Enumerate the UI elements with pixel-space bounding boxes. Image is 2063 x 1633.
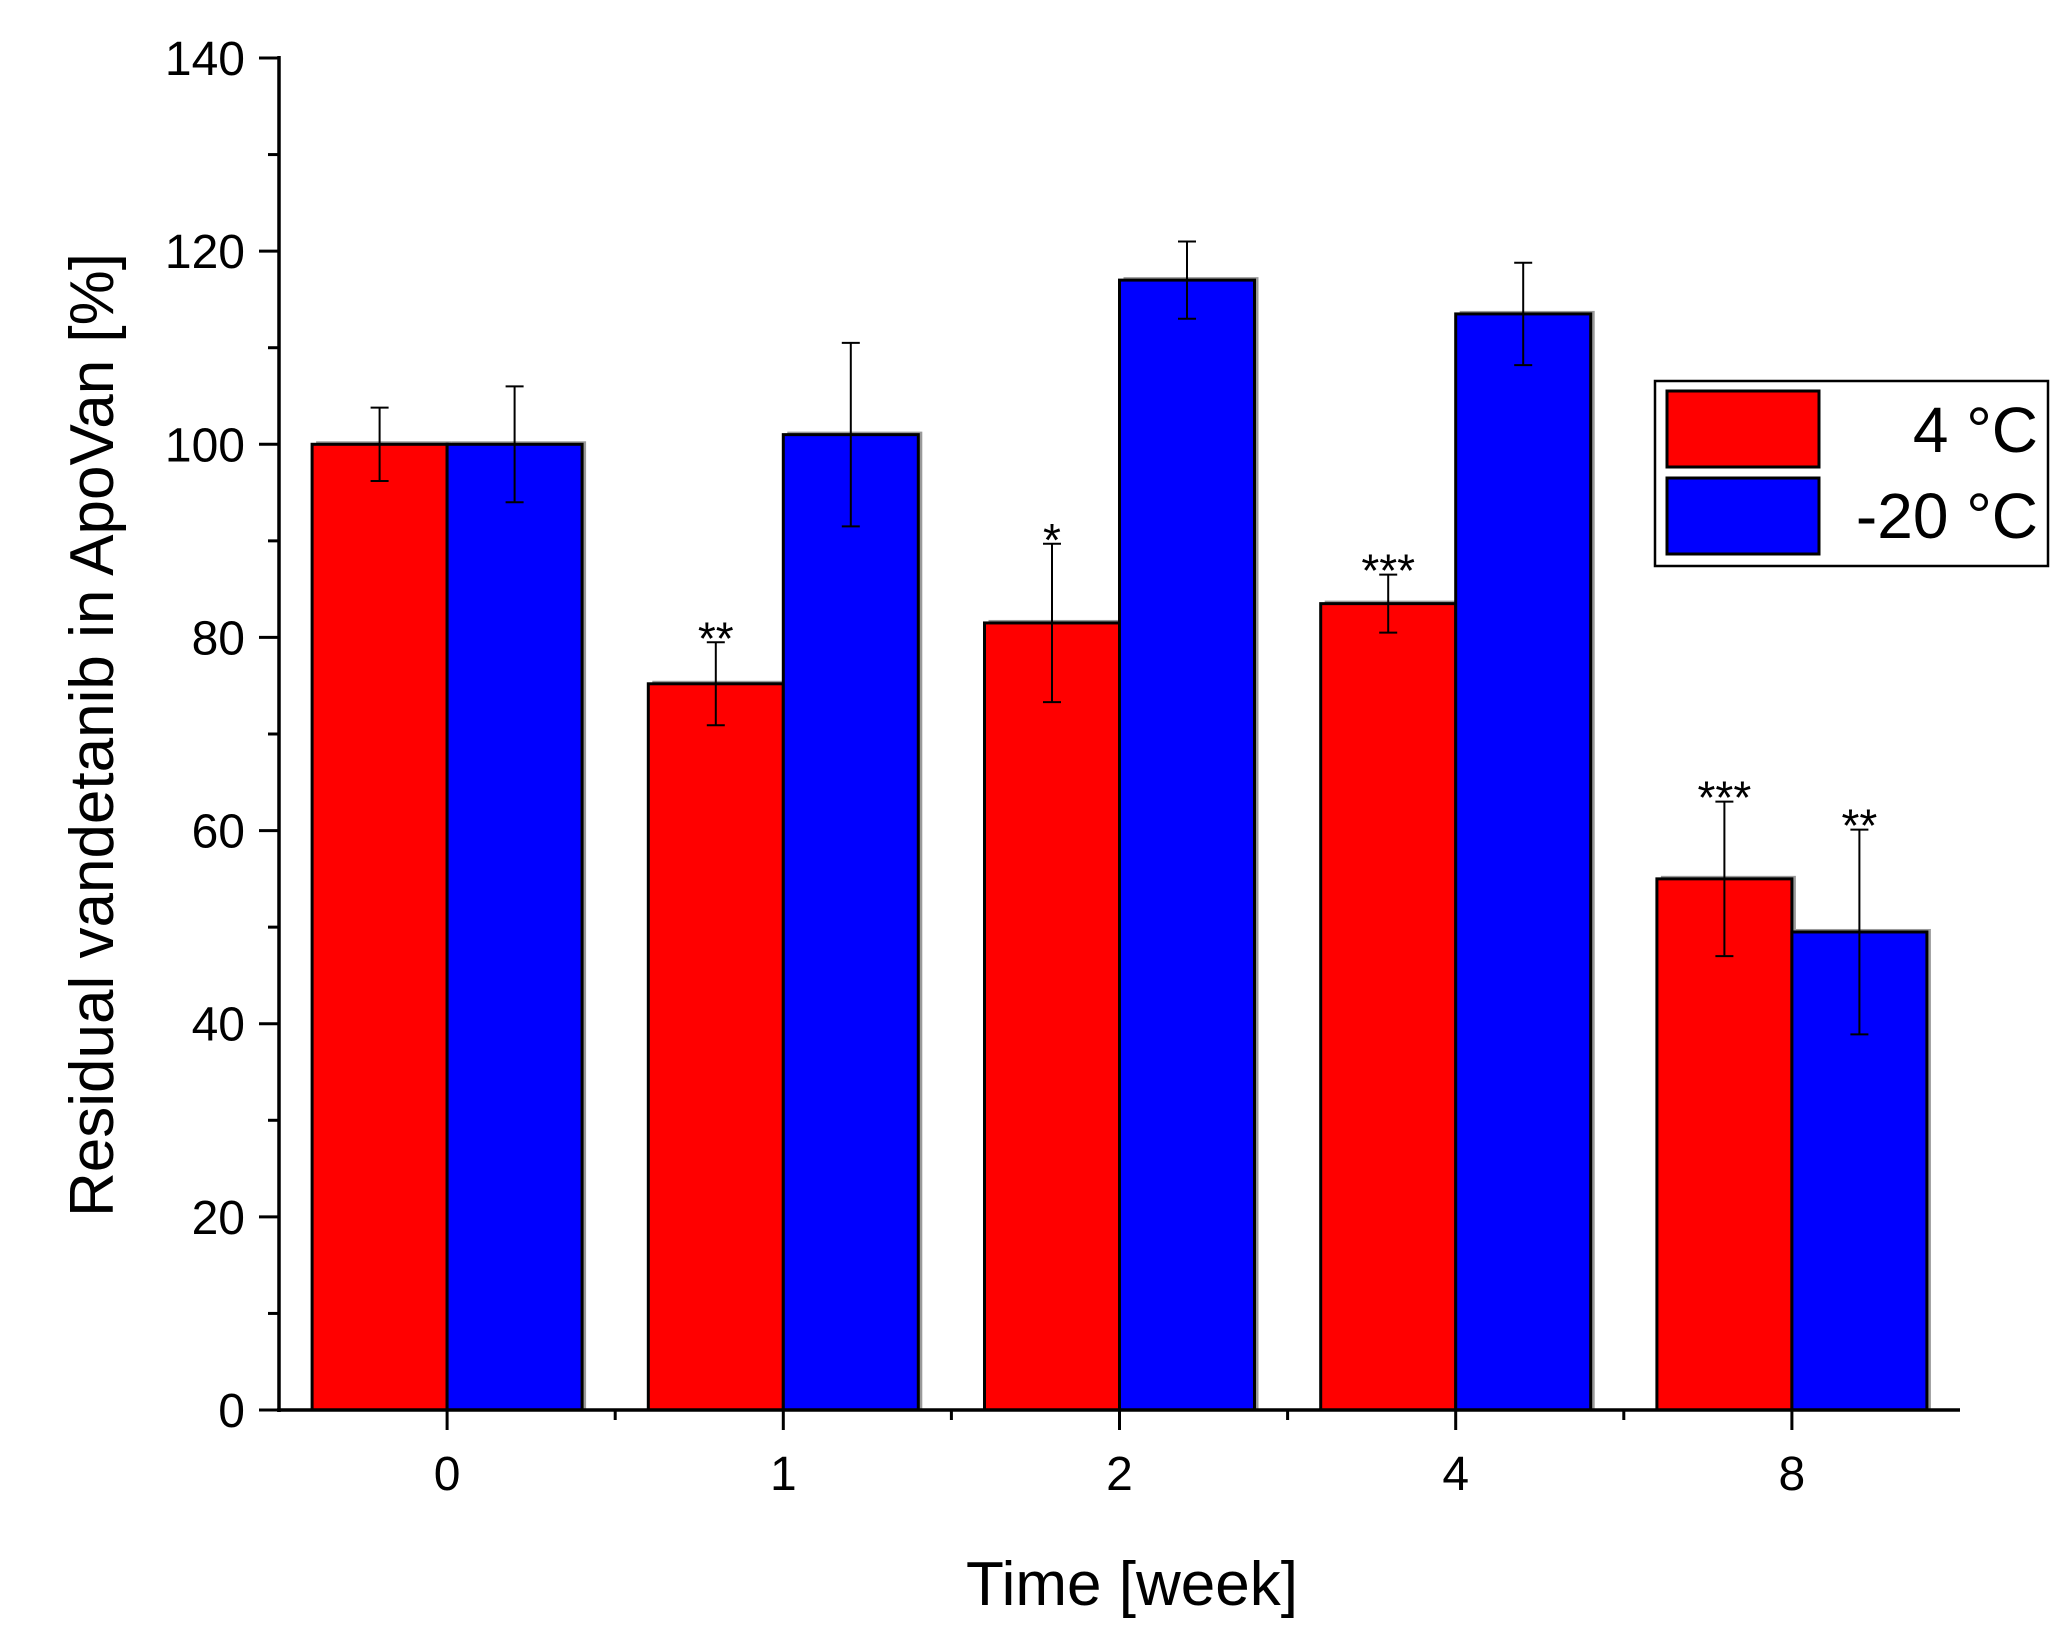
legend-label-minus20c: -20 °C [1856, 480, 2038, 552]
y-axis-title: Residual vandetanib in ApoVan [%] [58, 253, 127, 1217]
legend-swatch-4c [1665, 389, 1821, 469]
x-tick-label: 2 [1106, 1448, 1133, 1501]
bar-4c-week-0 [310, 442, 449, 1412]
plot-area: *********** [310, 240, 1931, 1412]
y-tick-label: 20 [192, 1192, 245, 1245]
y-tick-label: 0 [218, 1385, 245, 1438]
legend-label-4c: 4 °C [1913, 394, 2038, 466]
y-tick-label: 60 [192, 806, 245, 859]
bar-minus20c-week-4 [1454, 312, 1593, 1412]
y-tick-label: 140 [165, 33, 245, 86]
significance-label: ** [1841, 800, 1877, 852]
x-tick-label: 0 [434, 1448, 461, 1501]
y-tick-label: 100 [165, 419, 245, 472]
bar-minus20c-week-0 [445, 442, 584, 1412]
legend: 4 °C -20 °C [1653, 379, 2050, 568]
x-tick-label: 8 [1779, 1448, 1806, 1501]
significance-label: *** [1361, 545, 1415, 597]
x-axis-title: Time [week] [966, 1550, 1298, 1619]
legend-swatch-minus20c [1665, 476, 1821, 556]
bar-minus20c-week-2 [1118, 278, 1256, 1412]
bar-minus20c-week-1 [781, 433, 920, 1412]
significance-label: *** [1698, 772, 1752, 824]
significance-label: ** [698, 612, 734, 664]
bar-4c-week-4 [1319, 602, 1458, 1412]
bar-4c-week-1 [646, 682, 785, 1412]
x-tick-label: 1 [770, 1448, 797, 1501]
significance-label: * [1043, 514, 1061, 566]
x-tick-label: 4 [1442, 1448, 1469, 1501]
bar-4c-week-2 [983, 621, 1121, 1412]
y-tick-label: 40 [192, 999, 245, 1052]
y-tick-label: 120 [165, 226, 245, 279]
bar-4c-week-8 [1655, 877, 1794, 1412]
y-tick-label: 80 [192, 612, 245, 665]
